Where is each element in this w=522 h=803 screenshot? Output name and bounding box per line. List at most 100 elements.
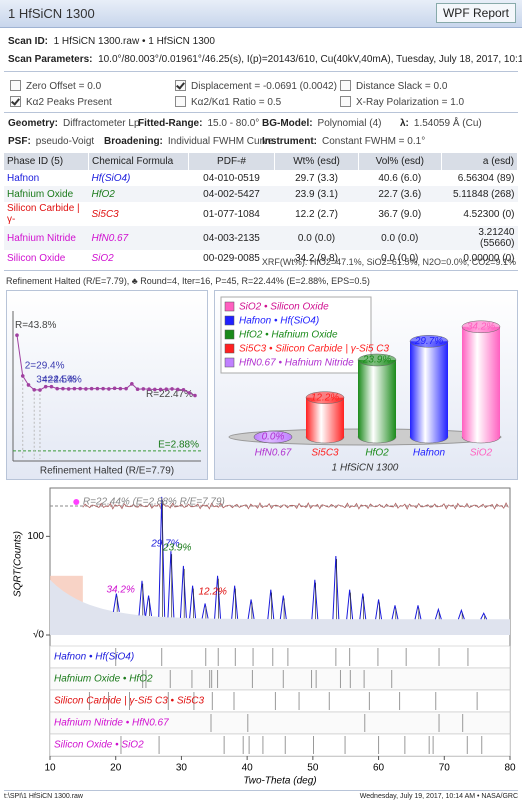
peak — [189, 585, 197, 619]
r-point — [15, 333, 19, 338]
peak — [457, 608, 465, 620]
cell: 22.7 (3.6) — [378, 188, 422, 200]
cell: HfN0.67 — [91, 232, 129, 244]
r-point — [164, 387, 169, 391]
r-point — [158, 387, 163, 392]
cell: Si5C3 — [91, 208, 119, 220]
setting-label: Fitted-Range: — [138, 118, 203, 129]
cell: 4.52300 (0) — [463, 208, 515, 220]
r-point — [61, 386, 65, 391]
footer-left: t:\SPI\1 HfSiCN 1300.raw — [4, 793, 83, 800]
r-point — [38, 388, 42, 392]
r-point — [89, 386, 94, 391]
checkbox — [340, 96, 351, 107]
xrf: XRF(Wt%): HfO2=47.1%, SiO2=61.5%, N2O=0.… — [261, 257, 516, 267]
option-label: Distance Slack = 0.0 — [356, 81, 448, 92]
report-title: 1 HfSiCN 1300 — [8, 6, 95, 21]
phase-label: Silicon Oxide • SiO2 — [54, 740, 144, 751]
r-point — [193, 393, 197, 398]
cell: Silicon Carbide | γ- — [7, 203, 80, 225]
x-tick-label: 10 — [44, 763, 56, 774]
phase-label: Hafnium Oxide • HfO2 — [54, 674, 153, 685]
setting-label: Instrument: — [262, 136, 317, 147]
checkbox — [340, 80, 351, 91]
category-label: SiO2 — [470, 448, 493, 459]
r-point — [101, 386, 105, 391]
cell: 34.2 (9.8) — [295, 252, 338, 264]
cell: Silicon Oxide — [7, 252, 66, 264]
legend-box — [220, 296, 372, 374]
peak — [375, 599, 383, 620]
checkbox — [175, 96, 186, 107]
legend-swatch — [224, 329, 235, 340]
bar-top — [305, 391, 345, 404]
value-label: 2=29.4% — [25, 361, 65, 372]
peak — [332, 556, 340, 620]
peak — [267, 589, 275, 620]
title-bar: 1 HfSiCN 1300 WPF Report — [0, 0, 522, 28]
cell: 00-029-0085 — [203, 252, 260, 264]
phase-row — [49, 733, 511, 757]
peak — [201, 603, 209, 619]
legend-label: SiO2 • Silicon Oxide — [239, 302, 329, 313]
r-point — [66, 387, 71, 391]
annotation: 29.7% — [150, 539, 179, 550]
category-label: HfN0.67 — [255, 448, 292, 459]
peak — [279, 595, 287, 620]
bar — [358, 359, 396, 437]
y-tick-label: 100 — [27, 531, 44, 542]
legend-label: HfO2 • Hafnium Oxide — [239, 330, 338, 341]
e-label: E=2.88% — [158, 440, 199, 451]
peak — [311, 579, 319, 620]
column-header: Phase ID (5) — [4, 153, 89, 170]
cell: 0.0 (0.0) — [297, 232, 336, 244]
setting: λ: 1.54059 Å (Cu) — [400, 118, 482, 129]
value-label: 23.9% — [362, 355, 391, 366]
label: Scan ID: — [8, 36, 49, 47]
bar — [306, 397, 344, 437]
legend-label: HfN0.67 • Hafnium Nitride — [239, 358, 354, 369]
r-point — [20, 374, 25, 378]
peak — [138, 580, 146, 616]
category-label: HfO2 — [365, 448, 389, 459]
option: X-Ray Polarization = 1.0 — [340, 96, 464, 108]
column-header: PDF-# — [188, 153, 276, 170]
peak — [231, 585, 239, 619]
cell: 6.56304 (89) — [457, 172, 515, 184]
cell: 12.2 (2.7) — [295, 208, 338, 220]
peak — [247, 599, 255, 620]
annotation: 12.2% — [199, 587, 227, 598]
convergence-chart: E=2.88% R=43.8% 2=29.4% 3=24.5%4=24.4% R=22.… — [12, 311, 201, 477]
scan-id: Scan ID: 1 HfSiCN 1300.raw • 1 HfSiCN 13… — [8, 36, 215, 47]
setting-label: Broadening: — [104, 136, 163, 147]
annotation: 34.2% — [107, 585, 135, 596]
legend-label: Hafnon • Hf(SiO4) — [239, 316, 319, 327]
cell: 04-002-5427 — [203, 188, 260, 200]
cell: Hafnon — [7, 172, 40, 184]
r-point — [118, 386, 123, 391]
option-label: Zero Offset = 0.0 — [26, 81, 102, 92]
setting-value: 15.0 - 80.0° — [207, 118, 260, 129]
cell: SiO2 — [91, 252, 114, 264]
x-tick-label: 70 — [439, 763, 451, 774]
table-row: Hafnium Oxide HfO2 04-002-5427 23.9 (3.1) 22… — [4, 186, 518, 202]
setting: Broadening: Individual FWHM Curve — [104, 136, 273, 147]
peak — [414, 605, 422, 620]
column-header: a (esd) — [441, 153, 519, 170]
peak — [214, 575, 222, 619]
y-axis-label: SQRT(Counts) — [13, 531, 24, 597]
cell: 23.9 (3.1) — [295, 188, 338, 200]
setting-label: Geometry: — [8, 118, 59, 129]
peak — [391, 605, 399, 620]
cell: 01-077-1084 — [203, 208, 260, 220]
legend-swatch — [224, 343, 235, 354]
value-label: 34.2% — [467, 321, 495, 332]
r-point — [26, 383, 31, 387]
value: 10.0°/80.003°/0.01961°/46.25(s), I(p)=20… — [98, 54, 522, 65]
footer-right: Wednesday, July 19, 2017, 10:14 AM • NAS… — [359, 793, 518, 800]
bar-top — [253, 430, 293, 444]
cell: 5.11848 (268) — [452, 188, 515, 200]
column-header: Chemical Formula — [88, 153, 189, 170]
column-header: Vol% (esd) — [358, 153, 442, 170]
